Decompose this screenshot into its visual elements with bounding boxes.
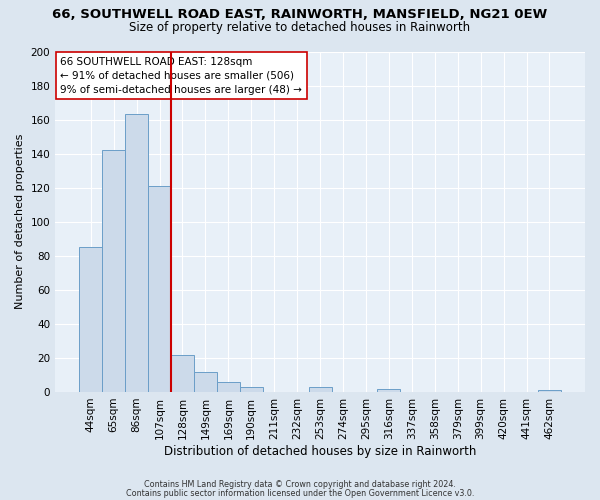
Bar [102, 150, 125, 392]
Text: Contains public sector information licensed under the Open Government Licence v3: Contains public sector information licen… [126, 488, 474, 498]
Bar [217, 382, 240, 392]
Bar [194, 372, 217, 392]
Text: Contains HM Land Registry data © Crown copyright and database right 2024.: Contains HM Land Registry data © Crown c… [144, 480, 456, 489]
Bar [538, 390, 561, 392]
Bar [171, 354, 194, 392]
Bar [308, 387, 332, 392]
Text: 66, SOUTHWELL ROAD EAST, RAINWORTH, MANSFIELD, NG21 0EW: 66, SOUTHWELL ROAD EAST, RAINWORTH, MANS… [52, 8, 548, 20]
Text: 66 SOUTHWELL ROAD EAST: 128sqm
← 91% of detached houses are smaller (506)
9% of : 66 SOUTHWELL ROAD EAST: 128sqm ← 91% of … [61, 56, 302, 94]
Text: Size of property relative to detached houses in Rainworth: Size of property relative to detached ho… [130, 21, 470, 34]
Y-axis label: Number of detached properties: Number of detached properties [15, 134, 25, 310]
Bar [125, 114, 148, 392]
Bar [240, 387, 263, 392]
Bar [148, 186, 171, 392]
Bar [377, 388, 400, 392]
X-axis label: Distribution of detached houses by size in Rainworth: Distribution of detached houses by size … [164, 444, 476, 458]
Bar [79, 248, 102, 392]
